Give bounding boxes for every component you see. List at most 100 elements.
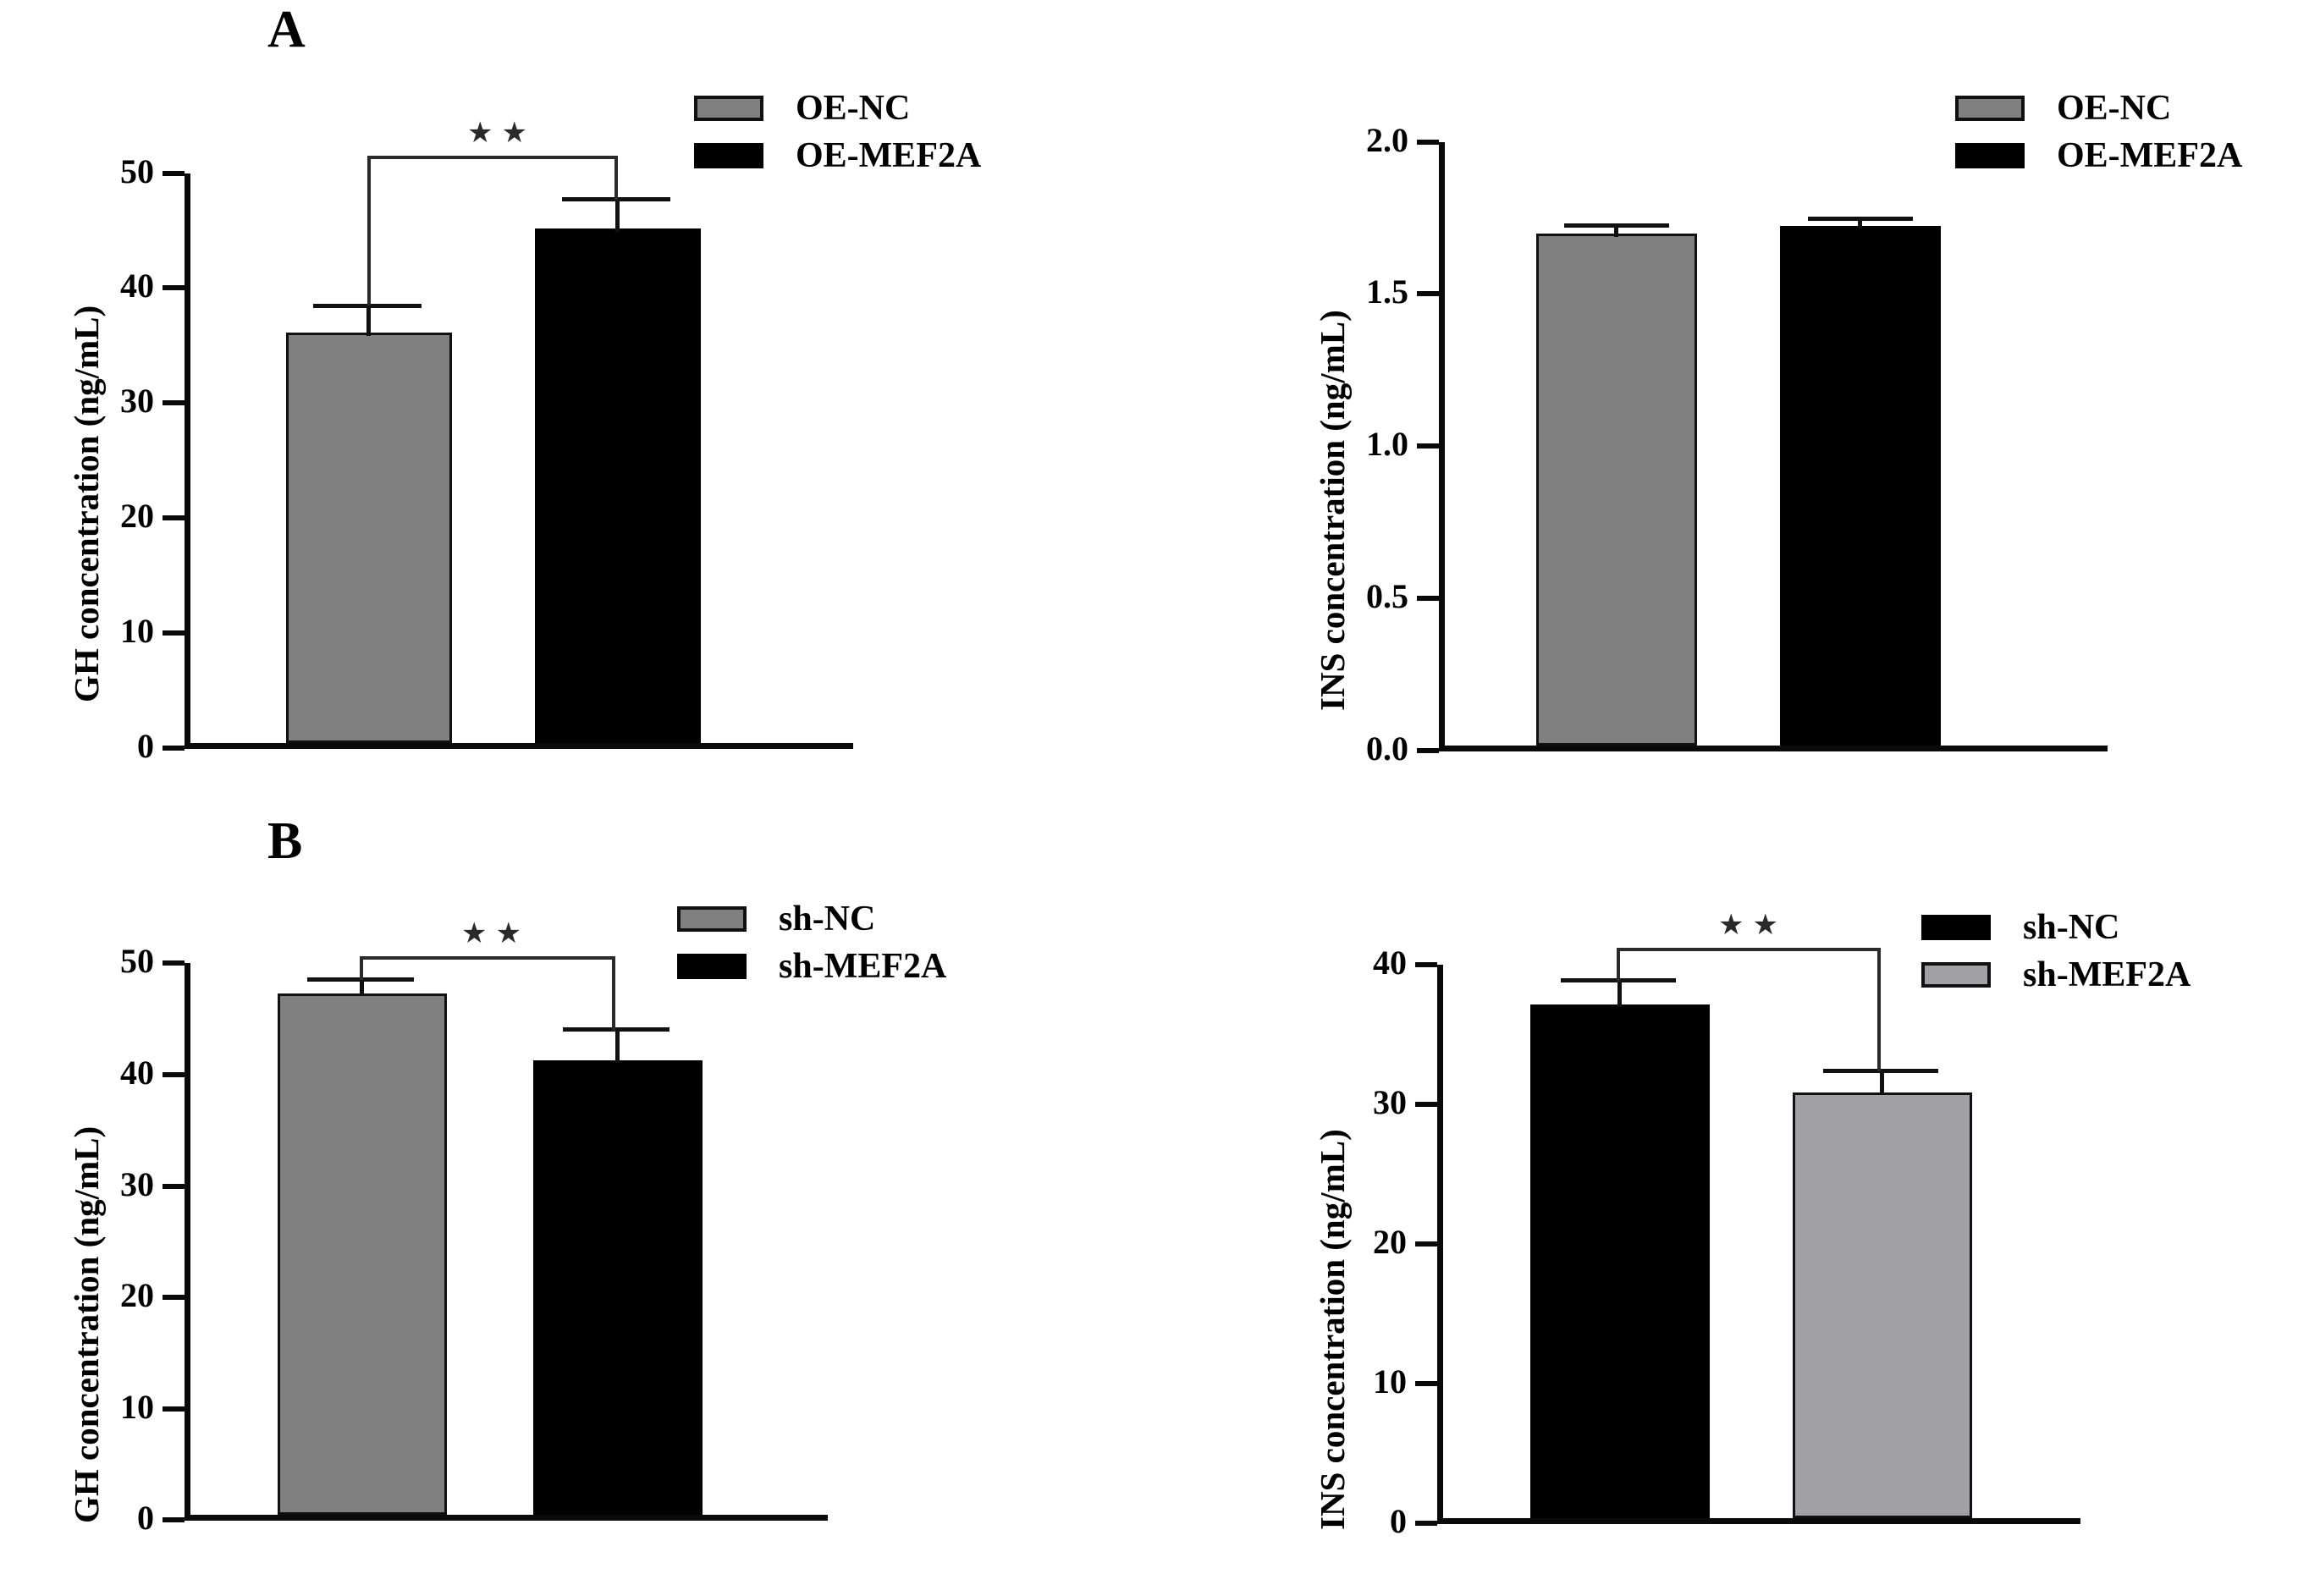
- bar-oe-nc: [286, 333, 452, 743]
- error-bar-cap-oe-mef2a: [1808, 217, 1913, 221]
- error-bar-stem-oe-nc: [366, 305, 371, 336]
- legend-item-1: sh-MEF2A: [677, 943, 946, 990]
- significance-stars: ★★: [461, 918, 530, 949]
- y-tick-40: [163, 1072, 185, 1077]
- y-tick-50: [163, 960, 185, 966]
- error-bar-stem-oe-mef2a: [615, 199, 620, 232]
- y-tick-label-0: 0: [137, 1499, 154, 1537]
- chart-panel-b-gh: GH concentration (ng/mL) 0 10 20 30 40 5…: [0, 795, 1151, 1596]
- bracket-right-leg: [1877, 948, 1881, 1071]
- error-bar-stem-sh-nc: [360, 979, 364, 996]
- bar-oe-mef2a: [535, 228, 701, 743]
- bar-oe-mef2a: [1780, 226, 1941, 746]
- y-tick-30: [1415, 1102, 1437, 1107]
- x-axis-line: [1437, 1518, 2080, 1524]
- y-axis-line: [1439, 142, 1445, 751]
- chart-panel-a-ins: INS concentration (ng/mL) 0.0 0.5 1.0 1.…: [1219, 0, 2309, 795]
- y-tick-label-00: 0.0: [1366, 729, 1408, 768]
- y-tick-10: [1417, 443, 1439, 449]
- legend-swatch-icon-1: [677, 954, 747, 979]
- x-axis-line: [185, 743, 853, 749]
- y-tick-label-40: 40: [120, 267, 154, 305]
- y-tick-05: [1417, 596, 1439, 601]
- legend-item-1: sh-MEF2A: [1921, 951, 2191, 999]
- bar-sh-mef2a: [533, 1060, 703, 1515]
- x-axis-line: [185, 1515, 828, 1521]
- significance-stars: ★★: [1718, 910, 1787, 941]
- legend-label-0: sh-NC: [2023, 908, 2120, 947]
- y-axis-line: [1437, 965, 1443, 1523]
- error-bar-cap-sh-mef2a: [563, 1027, 670, 1032]
- error-bar-stem-oe-nc: [1614, 225, 1618, 237]
- error-bar-stem-sh-mef2a: [1880, 1070, 1884, 1095]
- y-tick-label-0: 0: [1390, 1502, 1407, 1540]
- legend-swatch-icon-1: [1955, 143, 2025, 168]
- legend-item-0: sh-NC: [1921, 904, 2191, 951]
- y-axis-title: INS concentration (ng/mL): [1313, 1129, 1352, 1530]
- chart-panel-b-ins: INS concentration (ng/mL) 0 10 20 30 40 …: [1219, 795, 2309, 1596]
- legend-swatch-icon-0: [694, 96, 763, 121]
- panel-letter-a: A: [267, 1, 306, 58]
- legend-label-0: sh-NC: [779, 900, 876, 938]
- y-tick-label-0: 0: [137, 727, 154, 765]
- y-tick-15: [1417, 291, 1439, 296]
- panel-letter-b: B: [267, 812, 303, 870]
- chart-panel-a-gh: GH concentration (ng/mL) 0 10 20 30 40 5…: [0, 0, 1151, 795]
- y-tick-10: [163, 630, 185, 636]
- bar-sh-nc: [1530, 1004, 1710, 1518]
- y-tick-label-20: 20: [1373, 1223, 1407, 1261]
- y-tick-label-10: 10: [1373, 1362, 1407, 1401]
- y-tick-label-30: 30: [120, 1165, 154, 1203]
- y-tick-0: [1415, 1521, 1437, 1526]
- y-tick-label-20: 2.0: [1366, 121, 1408, 159]
- y-tick-10: [1415, 1381, 1437, 1386]
- y-tick-30: [163, 1184, 185, 1189]
- bracket-left-leg: [367, 156, 371, 305]
- y-tick-label-50: 50: [120, 942, 154, 980]
- error-bar-stem-sh-mef2a: [615, 1029, 620, 1063]
- bracket-top-line: [1617, 948, 1881, 951]
- y-tick-40: [163, 285, 185, 290]
- y-tick-label-10: 10: [120, 1388, 154, 1426]
- legend-label-1: OE-MEF2A: [2057, 136, 2243, 175]
- legend: sh-NC sh-MEF2A: [677, 895, 946, 990]
- y-axis-line: [185, 173, 190, 749]
- legend: OE-NC OE-MEF2A: [694, 85, 981, 179]
- error-bar-cap-oe-nc: [1564, 223, 1669, 228]
- error-bar-cap-sh-mef2a: [1823, 1069, 1938, 1073]
- legend: sh-NC sh-MEF2A: [1921, 904, 2191, 999]
- legend-item-0: OE-NC: [1955, 85, 2242, 132]
- legend-item-0: sh-NC: [677, 895, 946, 943]
- y-tick-label-40: 40: [120, 1054, 154, 1092]
- bar-oe-nc: [1536, 234, 1697, 746]
- y-tick-0: [163, 746, 185, 751]
- legend-label-0: OE-NC: [796, 89, 911, 128]
- y-tick-label-20: 20: [120, 497, 154, 535]
- y-tick-30: [163, 400, 185, 405]
- y-tick-0: [163, 1517, 185, 1522]
- y-tick-20: [163, 1295, 185, 1300]
- y-tick-label-50: 50: [120, 152, 154, 190]
- error-bar-cap-oe-nc: [313, 304, 422, 308]
- significance-stars: ★★: [467, 118, 536, 149]
- y-tick-00: [1417, 748, 1439, 753]
- bracket-left-leg: [1617, 948, 1620, 982]
- error-bar-stem-sh-nc: [1617, 980, 1622, 1007]
- bracket-top-line: [367, 156, 618, 159]
- bar-sh-mef2a: [1793, 1092, 1972, 1518]
- legend-label-1: OE-MEF2A: [796, 136, 982, 175]
- y-tick-20: [1415, 1241, 1437, 1247]
- legend-label-0: OE-NC: [2057, 89, 2172, 128]
- y-tick-label-05: 0.5: [1366, 577, 1408, 615]
- y-tick-label-20: 20: [120, 1276, 154, 1314]
- error-bar-stem-oe-mef2a: [1858, 218, 1862, 228]
- legend-item-1: OE-MEF2A: [1955, 132, 2242, 179]
- legend-label-1: sh-MEF2A: [2023, 955, 2191, 994]
- legend-label-1: sh-MEF2A: [779, 947, 947, 986]
- legend-swatch-icon-0: [1955, 96, 2025, 121]
- bar-sh-nc: [278, 993, 447, 1515]
- y-tick-label-30: 30: [120, 382, 154, 420]
- y-tick-20: [163, 515, 185, 520]
- y-tick-label-15: 1.5: [1366, 272, 1408, 311]
